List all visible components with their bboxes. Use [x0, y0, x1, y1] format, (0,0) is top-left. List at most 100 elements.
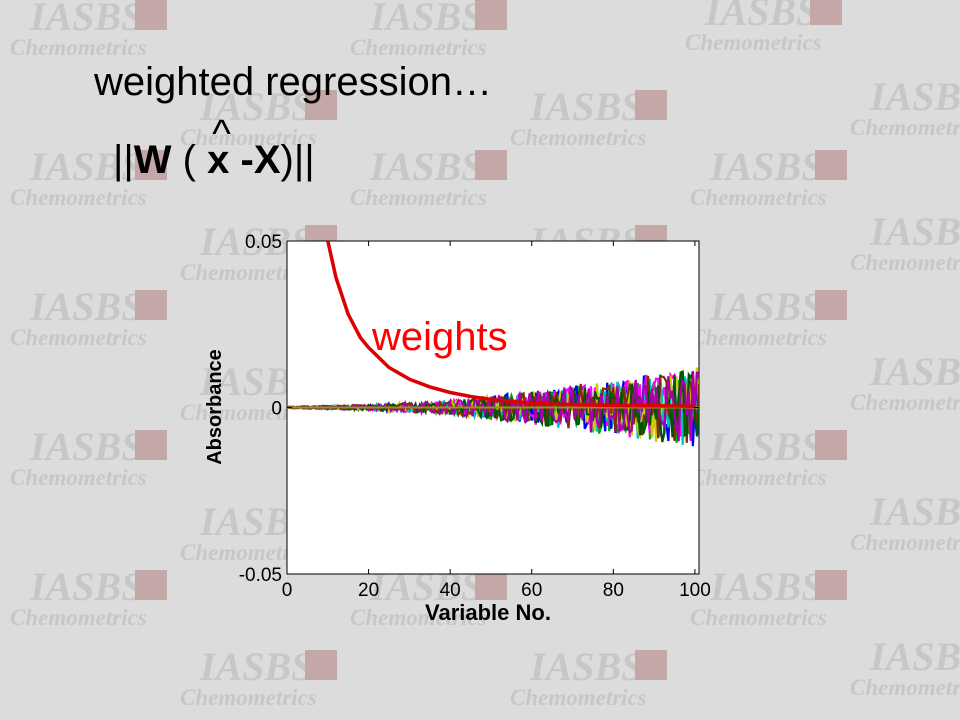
watermark-logo-subtext: Chemometrics [850, 390, 960, 415]
watermark-logo-subtext: Chemometrics [10, 35, 147, 60]
watermark-logo-text: IASBS [369, 0, 483, 39]
watermark-logo-subtext: Chemometrics [350, 185, 487, 210]
watermark-logo-flag [815, 570, 847, 600]
x-tick-label: 100 [679, 580, 711, 601]
watermark-logo-text: IASBS [704, 0, 818, 34]
watermark-logo-subtext: Chemometrics [10, 325, 147, 350]
watermark-logo-subtext: Chemometrics [10, 465, 147, 490]
weighted-norm-formula: ||W ( ^ x -X)|| [113, 112, 315, 183]
weights-series-group [326, 241, 695, 408]
x-tick-label: 80 [603, 580, 624, 601]
watermark-logo-text: IASBS [529, 84, 643, 129]
watermark-logo-subtext: Chemometrics [350, 605, 487, 630]
x-tick-label: 60 [521, 580, 542, 601]
watermark-logo-subtext: Chemometrics [685, 30, 822, 55]
watermark-logo-subtext: Chemometrics [180, 125, 317, 150]
watermark-logo-flag [815, 290, 847, 320]
watermark-logo-subtext: Chemometrics [690, 605, 827, 630]
watermark-logo-text: IASBS [869, 74, 960, 119]
watermark-logo-text: IASBS [199, 84, 313, 129]
y-axis-label: Absorbance [204, 349, 226, 465]
watermark-logo-subtext: Chemometrics [690, 185, 827, 210]
formula-bar-close: || [293, 138, 315, 182]
watermark-logo-subtext: Chemometrics [510, 685, 647, 710]
watermark-logo-flag [635, 90, 667, 120]
watermark-logo-text: IASBS [869, 489, 960, 534]
weights-series-line [326, 241, 695, 408]
watermark-logo-subtext: Chemometrics [10, 185, 147, 210]
x-axis-label: Variable No. [425, 600, 551, 625]
watermark-logo-subtext: Chemometrics [510, 125, 647, 150]
watermark-logo-text: IASBS [29, 424, 143, 469]
watermark-logo-subtext: Chemometrics [850, 530, 960, 555]
watermark-logo-subtext: Chemometrics [850, 675, 960, 700]
formula-paren-open: ( [182, 138, 196, 182]
x-tick-label: 0 [282, 580, 293, 601]
formula-paren-close: ) [280, 138, 294, 182]
watermark-logo-subtext: Chemometrics [350, 35, 487, 60]
watermark-logo-subtext: Chemometrics [690, 465, 827, 490]
watermark-logo-flag [305, 650, 337, 680]
watermark-logo-flag [135, 150, 167, 180]
watermark-logo-text: IASBS [709, 424, 823, 469]
watermark-logo-text: IASBS [869, 634, 960, 679]
watermark-logo-text: IASBS [29, 144, 143, 189]
formula-x: X [253, 138, 281, 182]
y-tick-label: 0 [271, 399, 282, 420]
watermark-logo-subtext: Chemometrics [850, 115, 960, 140]
watermark-logo-flag [475, 0, 507, 30]
watermark-logo-text: IASBS [199, 644, 313, 689]
formula-w: W [133, 138, 172, 182]
formula-hat: ^ [212, 112, 231, 156]
watermark-logo-flag [135, 570, 167, 600]
watermark-logo-flag [135, 430, 167, 460]
watermark-logo-subtext: Chemometrics [10, 605, 147, 630]
watermark-logo-text: IASBS [29, 0, 143, 39]
watermark-logo-subtext: Chemometrics [180, 685, 317, 710]
watermark-logo-text: IASBS [709, 144, 823, 189]
watermark-logo-subtext: Chemometrics [850, 250, 960, 275]
watermark-logo-flag [810, 0, 842, 25]
watermark-logo-text: IASBS [29, 284, 143, 329]
watermark-logo-flag [475, 570, 507, 600]
watermark-logo-flag [475, 150, 507, 180]
x-tick-label: 40 [440, 580, 461, 601]
slide-title: weighted regression… [94, 60, 492, 104]
weights-annotation: weights [371, 315, 508, 359]
watermark-logo-text: IASBS [529, 644, 643, 689]
formula-minus: - [240, 138, 254, 182]
x-tick-label: 20 [358, 580, 379, 601]
watermark-logo-text: IASBS [29, 564, 143, 609]
watermark-logo-flag [635, 650, 667, 680]
watermark-logo-text: IASBS [869, 349, 960, 394]
watermark-logo-subtext: Chemometrics [690, 325, 827, 350]
watermark-logo-text: IASBS [369, 144, 483, 189]
watermark-logo-flag [815, 430, 847, 460]
formula-x-hat: ^ x [207, 112, 231, 182]
watermark-logo-flag [305, 90, 337, 120]
watermark-logo-text: IASBS [709, 564, 823, 609]
watermark-logo-flag [135, 0, 167, 30]
